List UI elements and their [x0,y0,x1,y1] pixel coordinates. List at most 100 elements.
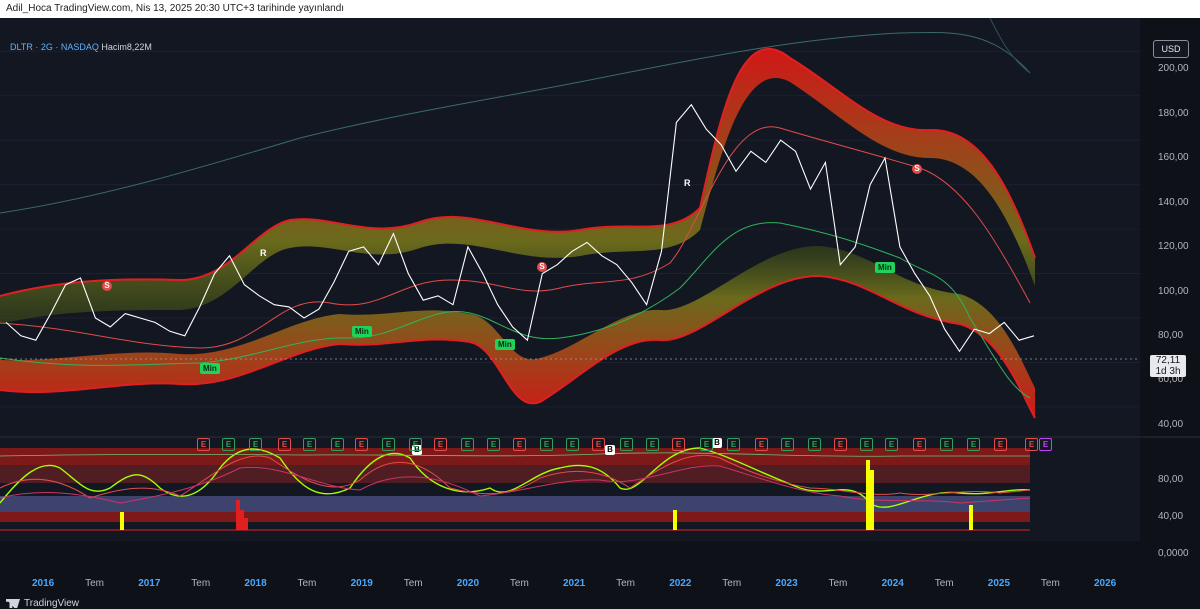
publication-header: Adil_Hoca TradingView.com, Nis 13, 2025 … [0,0,1200,18]
x-axis-tick-label: Tem [934,578,954,589]
oscillator-histogram-bar [866,460,870,530]
min-marker: Min [352,326,372,337]
min-marker: Min [200,363,220,374]
earnings-marker[interactable]: E [197,438,210,451]
earnings-marker[interactable]: E [592,438,605,451]
buy-marker: B [605,445,615,455]
oscillator-tick-label: 80,00 [1158,474,1184,485]
earnings-marker[interactable]: E [646,438,659,451]
earnings-marker[interactable]: E [620,438,633,451]
x-axis-tick-label: Tem [616,578,635,589]
oscillator-histogram-bar [244,518,248,530]
x-axis-tick-label: 2022 [669,578,692,589]
earnings-marker[interactable]: E [994,438,1007,451]
x-axis-tick-label: 2021 [563,578,586,589]
earnings-marker[interactable]: E [382,438,395,451]
earnings-marker[interactable]: E [434,438,447,451]
earnings-marker[interactable]: E [1025,438,1038,451]
oscillator-tick-label: 0,0000 [1158,548,1189,559]
long-term-average [0,31,1031,214]
earnings-marker[interactable]: E [885,438,898,451]
x-axis-tick-label: 2023 [775,578,798,589]
x-axis-tick-label: 2025 [987,578,1011,589]
earnings-marker[interactable]: E [808,438,821,451]
x-axis-tick-label: 2017 [138,578,161,589]
y-axis-tick-label: 140,00 [1158,196,1189,208]
sell-marker: S [537,262,547,272]
last-price-label: 72,11 1d 3h [1150,355,1186,377]
x-axis-tick-label: Tem [297,578,317,589]
x-axis-tick-label: Tem [828,578,848,589]
oscillator-histogram-bar [673,510,677,530]
x-axis-tick-label: Tem [1040,578,1060,589]
earnings-marker[interactable]: E [834,438,847,451]
oscillator-panel [0,447,1031,531]
oscillator-tick-label: 40,00 [1158,511,1184,522]
r-marker: R [260,248,267,258]
bar-countdown: 1d 3h [1155,366,1181,377]
earnings-marker[interactable]: E [566,438,579,451]
oscillator-histogram-bar [969,505,973,530]
y-axis-tick-label: 60,00 [1158,374,1184,386]
volume-value: 8,22M [126,42,152,52]
last-price-value: 72,11 [1155,355,1181,366]
x-axis-tick-label: Tem [722,578,742,589]
min-marker: Min [875,262,895,273]
earnings-marker[interactable]: E [513,438,526,451]
earnings-marker[interactable]: E [540,438,553,451]
oscillator-histogram-bar [120,512,124,530]
y-axis-tick-label: 180,00 [1158,107,1189,119]
x-axis-tick-label: 2024 [881,578,904,589]
oscillator-histogram-bar [240,510,244,530]
earnings-marker[interactable]: E [355,438,368,451]
earnings-marker[interactable]: E [860,438,873,451]
earnings-marker[interactable]: E [278,438,291,451]
earnings-marker[interactable]: E [913,438,926,451]
x-axis-tick-label: 2026 [1094,578,1117,589]
symbol-legend[interactable]: DLTR · 2G · NASDAQ Hacim8,22M [10,42,152,52]
brand-label: TradingView [24,598,80,609]
y-axis-tick-label: 120,00 [1158,241,1189,253]
earnings-marker[interactable]: E [487,438,500,451]
buy-marker: B [712,438,722,448]
x-axis-tick-label: 2016 [32,578,55,589]
r-marker: R [684,178,691,188]
earnings-marker[interactable]: E [967,438,980,451]
price-series-line [5,103,1035,353]
earnings-marker[interactable]: E [672,438,685,451]
lower-envelope-band [0,245,1035,418]
x-axis-tick-label: 2019 [350,578,373,589]
earnings-marker-upcoming[interactable]: E [1039,438,1052,451]
earnings-marker[interactable]: E [781,438,794,451]
sell-marker: S [912,164,922,174]
symbol-text: DLTR · 2G · NASDAQ [10,42,99,52]
earnings-marker[interactable]: E [700,438,713,451]
earnings-marker[interactable]: E [727,438,740,451]
x-axis-tick-label: Tem [403,578,423,589]
lower-band-outline [0,274,1036,419]
sell-marker: S [102,281,112,291]
chart-area[interactable]: DLTR · 2G · NASDAQ Hacim8,22M USD 40,00 6… [0,18,1200,609]
earnings-marker[interactable]: E [303,438,316,451]
price-chart-svg[interactable] [0,18,1200,599]
tradingview-footer[interactable]: TradingView [6,598,79,609]
y-axis-tick-label: 200,00 [1158,63,1189,75]
earnings-marker[interactable]: E [331,438,344,451]
earnings-marker[interactable]: E [940,438,953,451]
x-axis-tick-label: 2020 [456,578,480,589]
green-moving-average [0,222,1031,399]
earnings-marker[interactable]: E [222,438,235,451]
min-marker: Min [495,339,515,350]
earnings-marker[interactable]: E [755,438,768,451]
earnings-marker[interactable]: E [461,438,474,451]
y-axis-tick-label: 80,00 [1158,330,1184,341]
y-axis-tick-label: 40,00 [1158,418,1184,430]
oscillator-histogram-bar [870,470,874,530]
volume-label: Hacim [101,42,127,52]
y-axis-tick-label: 100,00 [1158,285,1189,297]
earnings-marker[interactable]: E [409,438,422,451]
currency-button[interactable]: USD [1153,40,1189,58]
oscillator-histogram-bar [236,500,240,530]
earnings-marker[interactable]: E [249,438,262,451]
x-axis-tick-label: Tem [509,578,529,589]
